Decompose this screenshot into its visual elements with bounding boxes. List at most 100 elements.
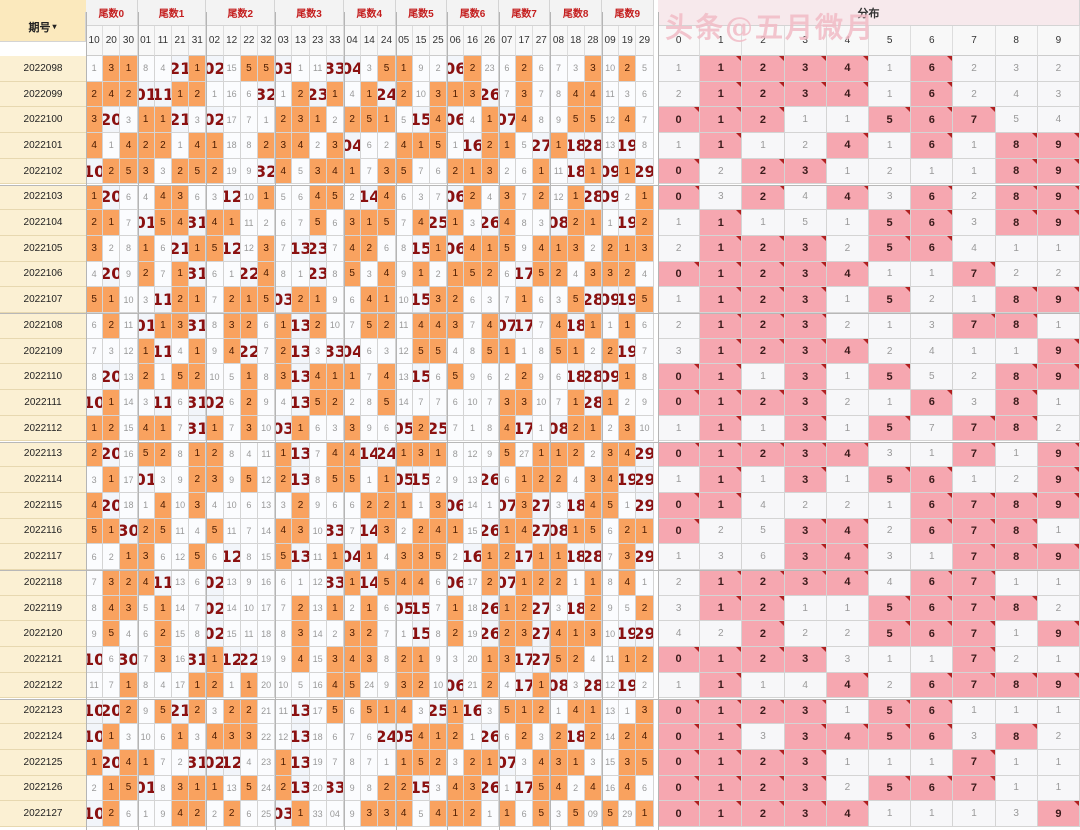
tail-miss-count: 1 (120, 56, 138, 82)
tail-hit-number: 22 (240, 647, 258, 673)
tail-miss-count: 4 (292, 133, 310, 159)
tail-miss-count: 1 (86, 749, 104, 776)
tail-miss-count: 1 (206, 81, 224, 108)
distribution-hit: 1 (700, 467, 743, 493)
tail-miss-count: 4 (430, 107, 448, 134)
distribution-hit: 6 (911, 698, 954, 725)
tail-miss-count: 8 (326, 261, 344, 288)
tail-hit-number: 04 (344, 338, 362, 365)
tail-hit-number: 14 (361, 518, 379, 545)
tail-miss-count: 7 (326, 749, 344, 776)
tail-miss-count: 1 (292, 56, 310, 82)
tail-miss-count: 3 (412, 441, 430, 468)
tail-miss-count: 33 (309, 801, 327, 827)
tail-hit-number: 29 (636, 544, 654, 570)
tail-miss-count: 9 (395, 261, 413, 288)
tail-miss-count: 1 (619, 492, 637, 519)
period-cell: 2022108 (0, 313, 86, 339)
distribution-hit: 9 (1037, 133, 1080, 159)
tail-miss-count: 10 (258, 415, 276, 442)
distribution-hit: 5 (869, 467, 912, 493)
tail-miss-count: 1 (309, 287, 327, 313)
tail-miss-count: 6 (602, 518, 620, 545)
tail-miss-count: 4 (103, 595, 121, 622)
tail-miss-count: 8 (395, 235, 413, 262)
tail-miss-count: 1 (172, 81, 190, 108)
tail-miss-count: 6 (361, 133, 379, 159)
distribution-hit: 2 (742, 801, 785, 827)
tail-miss-count: 2 (206, 672, 224, 699)
tail-miss-count: 1 (395, 441, 413, 468)
tail-miss-count: 7 (361, 749, 379, 776)
tail-miss-count: 1 (619, 698, 637, 725)
tail-miss-count: 10 (309, 518, 327, 545)
tail-miss-count: 17 (120, 467, 138, 493)
distribution-miss: 1 (911, 647, 954, 673)
tail-hit-number: 07 (498, 313, 516, 339)
tail-miss-count: 1 (378, 698, 396, 725)
tail-miss-count: 18 (258, 621, 276, 648)
tail-miss-count: 4 (137, 415, 155, 442)
tail-miss-count: 1 (602, 390, 620, 416)
tail-miss-count: 3 (309, 338, 327, 365)
distribution-hit: 4 (826, 81, 869, 108)
tail-miss-count: 12 (395, 338, 413, 365)
tail-miss-count: 13 (464, 467, 482, 493)
tail-miss-count: 7 (189, 595, 207, 622)
tail-hit-number: 01 (137, 210, 155, 236)
tail-miss-count: 1 (189, 56, 207, 82)
tail-hit-number: 08 (550, 518, 568, 545)
distribution-miss: 1 (869, 749, 912, 776)
sort-down-icon[interactable]: ▾ (52, 22, 57, 31)
tail-miss-count: 3 (567, 672, 585, 699)
tail-miss-count: 2 (516, 595, 534, 622)
period-cell: 2022116 (0, 518, 86, 545)
tail-miss-count: 3 (292, 621, 310, 648)
tail-miss-count: 5 (533, 801, 551, 827)
tail-miss-count: 20 (464, 647, 482, 673)
tail-miss-count: 1 (240, 287, 258, 313)
tail-hit-number: 15 (412, 287, 430, 313)
tail-hit-number: 18 (567, 492, 585, 519)
period-cell: 2022118 (0, 570, 86, 596)
tail-miss-count: 4 (223, 338, 241, 365)
tail-miss-count: 2 (636, 210, 654, 236)
tail-miss-count: 6 (172, 390, 190, 416)
tail-miss-count: 11 (86, 672, 104, 699)
tail-number-header: 26 (481, 26, 499, 56)
period-cell: 2022106 (0, 261, 86, 288)
tail-miss-count: 5 (137, 595, 155, 622)
tail-miss-count: 3 (619, 81, 637, 108)
tail-hit-number: 17 (516, 313, 534, 339)
tail-number-header: 23 (309, 26, 327, 56)
tail-miss-count: 2 (584, 595, 602, 622)
distribution-miss: 2 (658, 235, 701, 262)
tail-miss-count: 5 (378, 570, 396, 596)
tail-miss-count: 8 (344, 749, 362, 776)
distribution-hit: 7 (953, 775, 996, 802)
distribution-hit: 8 (995, 672, 1038, 699)
tail-miss-count: 1 (361, 595, 379, 622)
tail-miss-count: 1 (636, 801, 654, 827)
distribution-hit: 1 (700, 415, 743, 442)
tail-miss-count: 3 (636, 235, 654, 262)
tail-miss-count: 9 (240, 158, 258, 185)
period-header[interactable]: 期号 ▾ (0, 12, 86, 42)
tail-miss-count: 20 (309, 775, 327, 802)
tail-hit-number: 04 (344, 544, 362, 570)
tail-miss-count: 20 (258, 672, 276, 699)
tail-hit-number: 22 (240, 338, 258, 365)
group-separator (0, 570, 1080, 571)
tail-miss-count: 8 (189, 621, 207, 648)
tail-miss-count: 1 (636, 518, 654, 545)
group-separator (0, 698, 1080, 700)
tail-hit-number: 09 (602, 287, 620, 313)
tail-miss-count: 7 (103, 672, 121, 699)
tail-miss-count: 9 (481, 441, 499, 468)
tail-miss-count: 18 (309, 724, 327, 750)
distribution-hit: 0 (658, 775, 701, 802)
tail-miss-count: 2 (516, 56, 534, 82)
tail-miss-count: 12 (258, 467, 276, 493)
tail-miss-count: 2 (103, 801, 121, 827)
tail-miss-count: 2 (481, 261, 499, 288)
